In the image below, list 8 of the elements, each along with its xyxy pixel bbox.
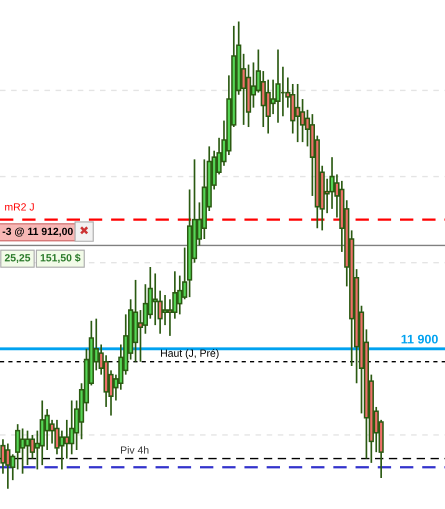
ref-line-label: Piv 4h [121, 446, 148, 454]
annotation: 25,25 [4, 254, 30, 263]
annotation: ✖ [80, 226, 88, 234]
annotation: 151,50 $ [40, 254, 80, 263]
ref-line-label: -3 @ 11 912,00 [2, 228, 73, 237]
ref-line-label: Haut (J, Pré) [161, 349, 219, 359]
ref-line-label: 11 900 [402, 334, 438, 344]
ref-line-label: mR2 J [5, 203, 34, 211]
